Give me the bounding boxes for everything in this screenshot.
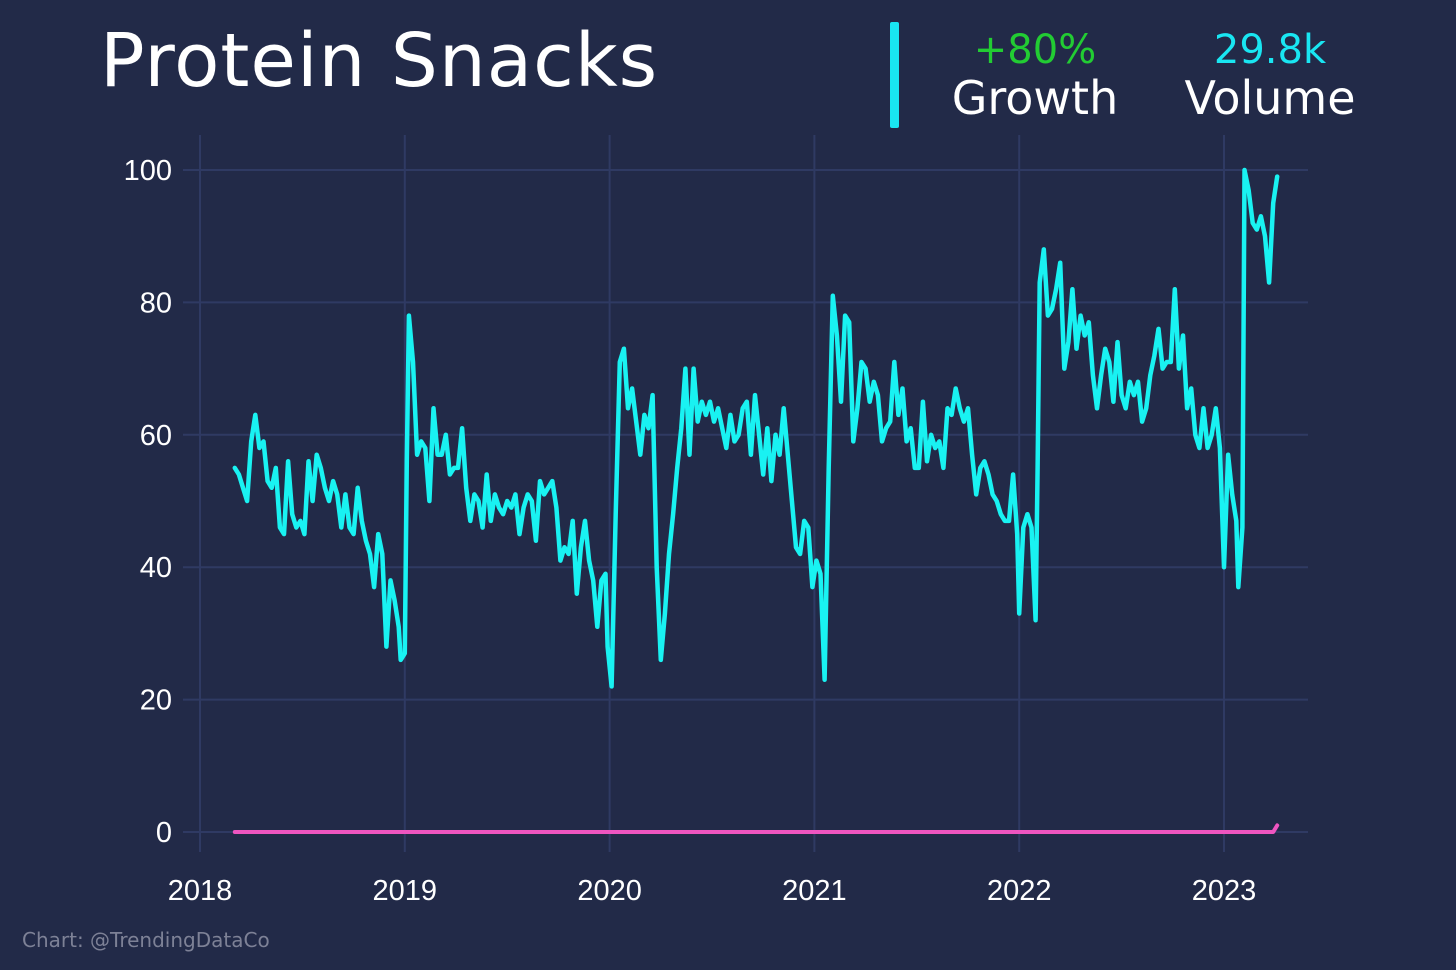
x-tick-label: 2018 [168, 875, 233, 907]
page-title: Protein Snacks [100, 18, 659, 104]
growth-value: +80% [973, 27, 1097, 73]
y-tick-label: 100 [124, 155, 172, 187]
accent-divider [890, 22, 899, 128]
series-lines [232, 167, 1280, 834]
series-line-baseline [232, 823, 1280, 834]
volume-stat: 29.8k Volume [1170, 28, 1370, 124]
grid-lines [183, 135, 1308, 852]
series-line-main [232, 167, 1280, 689]
x-tick-label: 2023 [1192, 875, 1257, 907]
y-tick-label: 60 [140, 420, 172, 452]
y-tick-label: 0 [156, 817, 172, 849]
x-tick-label: 2019 [373, 875, 438, 907]
y-tick-label: 20 [140, 685, 172, 717]
volume-label: Volume [1184, 71, 1356, 125]
volume-value: 29.8k [1213, 27, 1327, 73]
x-tick-label: 2020 [577, 875, 642, 907]
x-tick-label: 2021 [782, 875, 847, 907]
y-tick-label: 80 [140, 287, 172, 319]
chart-credit: Chart: @TrendingDataCo [22, 928, 270, 952]
y-axis-tick-labels: 0 20 40 60 80 100 [124, 155, 172, 849]
x-tick-label: 2022 [987, 875, 1052, 907]
growth-label: Growth [951, 71, 1119, 125]
y-tick-label: 40 [140, 552, 172, 584]
x-axis-tick-labels: 2018 2019 2020 2021 2022 2023 [168, 875, 1257, 907]
growth-stat: +80% Growth [940, 28, 1130, 124]
